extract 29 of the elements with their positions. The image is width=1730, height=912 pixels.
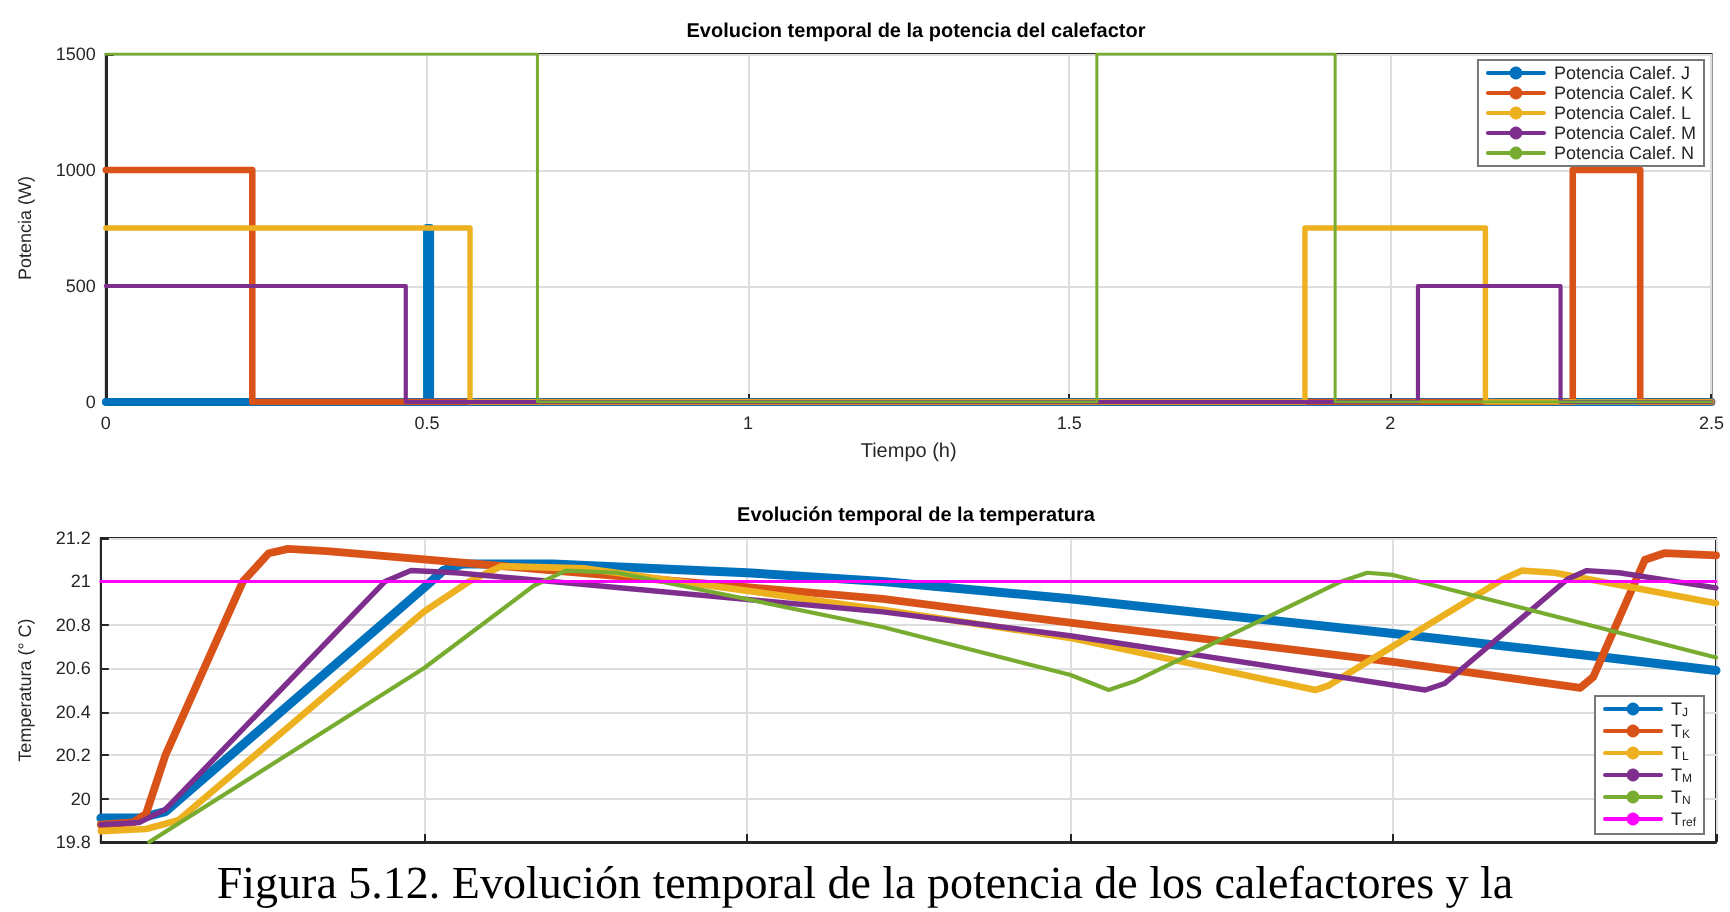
legend-label: Potencia Calef. L xyxy=(1553,103,1692,123)
y-tick-label: 1500 xyxy=(55,44,96,64)
x-tick-label: 1.5 xyxy=(1056,413,1082,433)
y-axis-title: Temperatura (° C) xyxy=(15,618,35,762)
legend-label: Potencia Calef. N xyxy=(1553,143,1695,163)
x-tick-label: 0 xyxy=(100,413,111,433)
y-tick-label: 21.2 xyxy=(55,528,91,548)
y-tick-label: 20.8 xyxy=(55,614,91,635)
y-tick-label: 20.4 xyxy=(55,701,91,722)
legend-label: Potencia Calef. M xyxy=(1553,123,1697,143)
x-tick-label: 1 xyxy=(743,413,754,433)
y-tick-label: 19.8 xyxy=(55,832,91,852)
y-axis-title: Potencia (W) xyxy=(15,175,35,281)
legend-label: Potencia Calef. K xyxy=(1553,83,1694,103)
x-tick-label: 2 xyxy=(1385,413,1396,433)
chart-title: Evolucion temporal de la potencia del calefactor xyxy=(686,21,1146,43)
y-tick-label: 20.6 xyxy=(55,658,91,679)
chart-title: Evolución temporal de la temperatura xyxy=(737,505,1096,527)
text: Figura 5.12. Evolución temporal de la potencia de los calefactores y la xyxy=(214,858,1516,910)
y-tick-label: 20.2 xyxy=(55,745,91,766)
y-tick-label: 0 xyxy=(85,392,96,412)
x-tick-label: 0.5 xyxy=(414,413,440,433)
x-axis-title: Tiempo (h) xyxy=(860,441,957,463)
x-tick-label: 2.5 xyxy=(1698,413,1724,433)
legend-label: Potencia Calef. J xyxy=(1553,63,1691,83)
y-tick-label: 1000 xyxy=(55,160,96,180)
y-tick-label: 21 xyxy=(70,571,91,592)
y-tick-label: 20 xyxy=(70,788,91,809)
y-tick-label: 500 xyxy=(65,276,96,296)
